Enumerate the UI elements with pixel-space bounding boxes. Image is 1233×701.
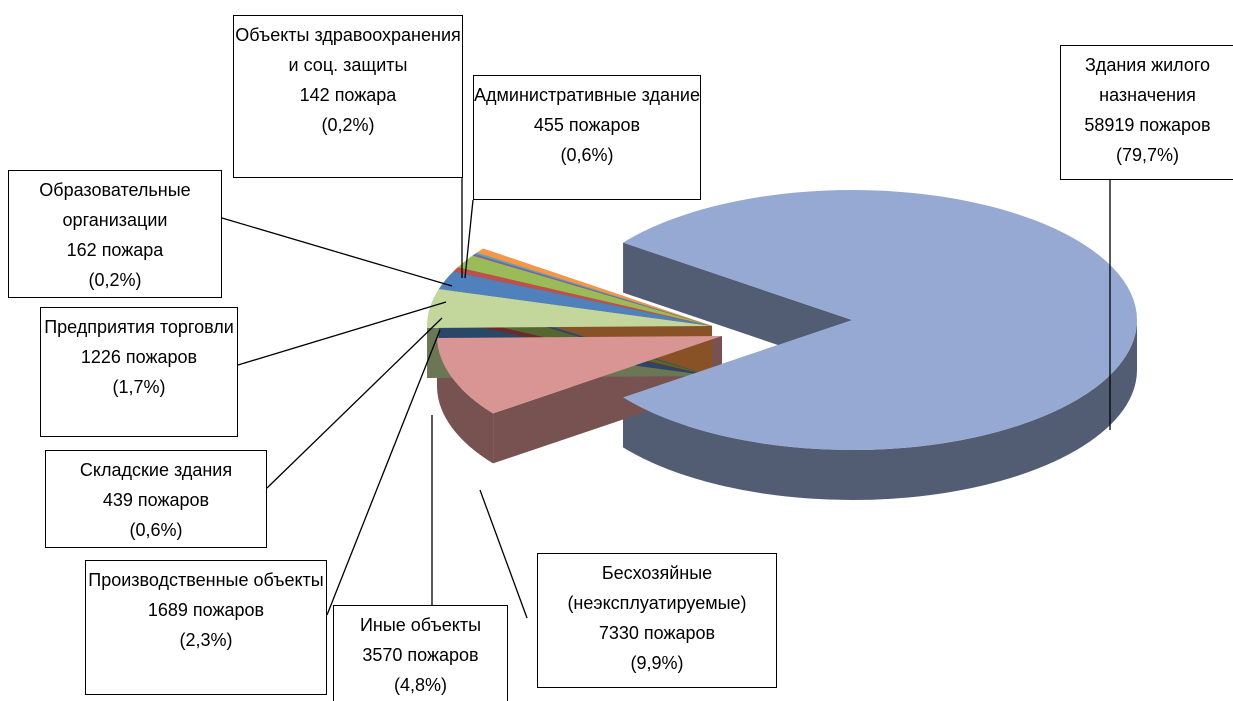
slice <box>453 267 712 326</box>
label-value: 3570 пожаров <box>362 645 479 665</box>
slice-tops <box>427 190 1137 451</box>
label-name: Административные здание <box>474 85 700 105</box>
slice <box>623 190 1137 451</box>
leader-line <box>326 329 441 616</box>
label-value: 1226 пожаров <box>80 347 198 367</box>
label-percent: (2,3%) <box>179 630 233 650</box>
slice-outer-side <box>437 337 494 464</box>
leader-line <box>479 489 528 619</box>
label-name: Образовательные организации <box>39 180 191 230</box>
label-name: Бесхозяйные (неэксплуатируемые) <box>567 563 747 613</box>
label-value: 455 пожаров <box>533 115 641 135</box>
label-percent: (0,2%) <box>88 270 142 290</box>
data-label-box: Бесхозяйные (неэксплуатируемые) 7330 пожа… <box>537 553 777 688</box>
label-value: 1689 пожаров <box>147 600 265 620</box>
data-label-box: Образовательные организации 162 пожара (0,… <box>8 170 222 298</box>
label-name: Здания жилого назначения <box>1084 55 1211 105</box>
label-value: 142 пожара <box>299 85 397 105</box>
label-value: 162 пожара <box>66 240 164 260</box>
label-percent: (1,7%) <box>112 377 166 397</box>
data-label-box: Иные объекты 3570 пожаров (4,8%) <box>333 605 508 701</box>
slice <box>476 248 712 326</box>
label-name: Складские здания <box>79 460 233 480</box>
slice <box>437 336 722 414</box>
data-label-box: Административные здание 455 пожаров (0,6%) <box>473 75 701 200</box>
label-percent: (4,8%) <box>393 675 447 695</box>
label-percent: (0,2%) <box>321 115 375 135</box>
data-label-box: Здания жилого назначения 58919 пожаров (79… <box>1060 45 1233 180</box>
label-percent: (0,6%) <box>129 520 183 540</box>
slice <box>472 253 712 326</box>
slice <box>438 271 712 326</box>
data-label-box: Предприятия торговли 1226 пожаров (1,7%) <box>40 307 238 437</box>
leader-line <box>464 199 474 279</box>
label-percent: (79,7%) <box>1115 145 1180 165</box>
data-label-box: Складские здания 439 пожаров (0,6%) <box>45 450 267 548</box>
label-value: 58919 пожаров <box>1084 115 1211 135</box>
slice-outer-side <box>623 320 1137 501</box>
label-percent: (9,9%) <box>630 653 684 673</box>
slice-radial-side <box>623 242 852 370</box>
data-label-box: Объекты здравоохранения и соц. защиты 142… <box>233 15 463 178</box>
label-value: 439 пожаров <box>102 490 210 510</box>
label-name: Производственные объекты <box>88 570 324 590</box>
slice <box>457 255 712 326</box>
slice <box>427 289 712 328</box>
leader-line <box>221 217 453 287</box>
leader-line <box>266 317 443 489</box>
label-value: 7330 пожаров <box>598 623 716 643</box>
leader-line <box>237 301 447 366</box>
slice <box>474 252 712 326</box>
data-label-box: Производственные объекты 1689 пожаров (2,3… <box>85 560 327 695</box>
label-percent: (0,6%) <box>560 145 614 165</box>
label-name: Объекты здравоохранения и соц. защиты <box>235 25 461 75</box>
label-name: Иные объекты <box>359 615 482 635</box>
label-name: Предприятия торговли <box>44 317 234 337</box>
